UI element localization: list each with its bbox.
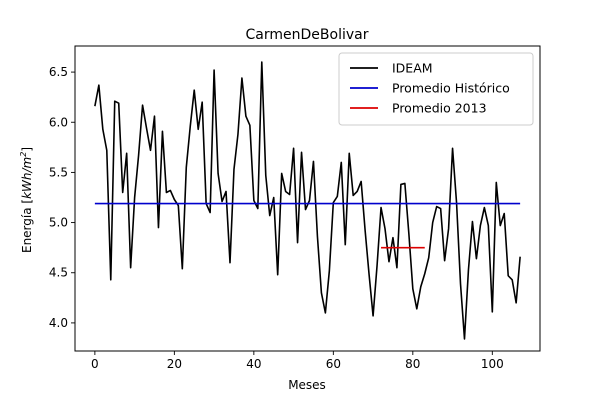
y-axis-label-prefix: Energía [ [20,199,34,253]
legend-label: Promedio 2013 [392,101,487,116]
y-axis: 4.0 4.5 5.0 5.5 6.0 6.5 [49,65,75,330]
chart-title: CarmenDeBolivar [246,27,369,43]
x-axis: 0 20 40 60 80 100 [91,351,504,371]
y-axis-label-suffix: ] [20,147,34,152]
y-axis-label-superscript: 2 [19,152,28,157]
y-tick-label: 6.0 [49,115,68,129]
y-axis-label: Energía [kWh/m2] [19,147,34,253]
y-tick-label: 6.5 [49,65,68,79]
y-axis-label-unit: kWh/m [20,157,34,199]
x-tick-label: 40 [246,357,261,371]
x-tick-label: 0 [91,357,99,371]
x-tick-label: 80 [405,357,420,371]
y-tick-label: 4.0 [49,316,68,330]
y-tick-label: 5.5 [49,165,68,179]
y-tick-label: 4.5 [49,266,68,280]
x-tick-label: 100 [481,357,504,371]
legend-box [338,52,534,126]
x-tick-label: 20 [167,357,182,371]
legend-label: IDEAM [392,61,433,76]
legend-items: IDEAM Promedio Histórico Promedio 2013 [350,61,510,116]
x-axis-label: Meses [288,378,326,392]
legend-label: Promedio Histórico [392,81,510,96]
y-tick-label: 5.0 [49,216,68,230]
plot-area [74,45,541,352]
series-line-ideam [94,61,521,340]
x-tick-label: 60 [326,357,341,371]
plot-lines [94,61,521,340]
plot-frame [74,45,541,352]
legend: IDEAM Promedio Histórico Promedio 2013 [338,52,534,126]
